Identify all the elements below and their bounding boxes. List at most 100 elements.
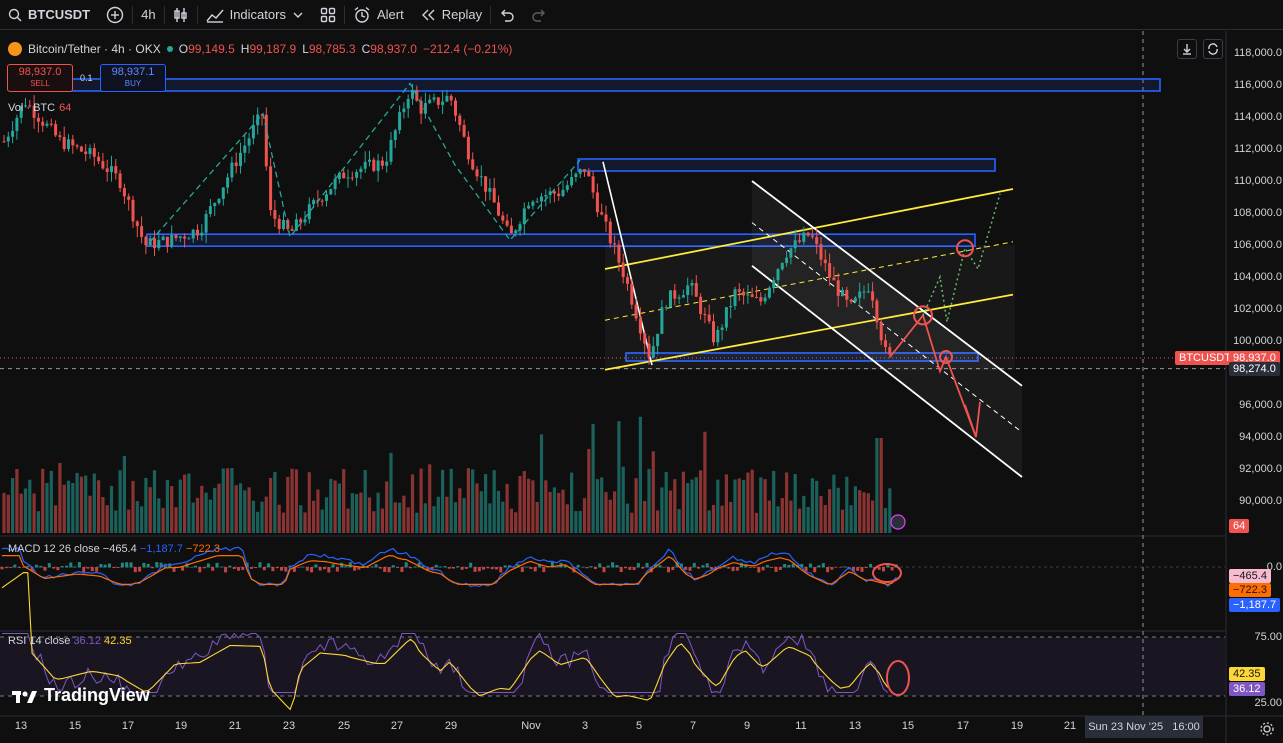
macd-histogram-bar: [770, 567, 774, 568]
candle-body: [694, 283, 698, 297]
descending-channel-lower: [751, 265, 1023, 478]
macd-histogram-bar: [90, 567, 94, 572]
candle-body: [131, 199, 135, 222]
candle-body: [557, 193, 561, 196]
candle-body: [853, 297, 857, 302]
candle-body: [772, 280, 776, 288]
volume-bar: [746, 472, 750, 533]
macd-histogram-bar: [667, 567, 670, 573]
candle-body: [419, 100, 423, 114]
candle-body: [49, 123, 53, 125]
volume-bar: [299, 505, 303, 533]
highlight-circle: [886, 660, 910, 696]
volume-bar: [307, 472, 311, 533]
undo-button[interactable]: [491, 0, 523, 30]
highlight-circle: [872, 563, 902, 583]
candle-body: [28, 105, 32, 107]
candle-body: [161, 236, 165, 241]
compare-symbol-button[interactable]: [98, 0, 132, 30]
chart-type-button[interactable]: [165, 0, 197, 30]
candle-body: [105, 168, 109, 173]
rsi-label: RSI 14 close: [8, 635, 71, 647]
volume-legend[interactable]: Vol · BTC 64: [8, 102, 71, 114]
replay-icon: [421, 9, 435, 20]
volume-bar: [673, 479, 677, 533]
candle-body: [828, 263, 832, 278]
volume-bar: [251, 500, 255, 533]
candle-body: [677, 297, 681, 299]
candle-body: [540, 196, 543, 202]
rsi-ma-line: [1, 572, 889, 711]
volume-bar: [238, 483, 243, 533]
candle-body: [746, 294, 750, 296]
candle-body: [428, 99, 432, 104]
macd-histogram-bar: [598, 563, 602, 568]
rsi-value: 36.12: [73, 635, 101, 647]
candle-body: [755, 296, 758, 298]
macd-legend[interactable]: MACD 12 26 close −465.4 −1,187.7 −722.3: [8, 543, 220, 555]
candle-body: [522, 208, 526, 225]
alert-icon: [354, 6, 370, 23]
indicators-button[interactable]: Indicators: [198, 0, 312, 30]
volume-bar: [630, 512, 634, 533]
volume-bar: [466, 468, 470, 533]
rsi-legend[interactable]: RSI 14 close 36.12 42.35: [8, 635, 132, 647]
macd-histogram-bar: [813, 567, 817, 573]
volume-bar: [625, 503, 630, 533]
volume-bar: [105, 505, 109, 533]
candle-body: [686, 285, 690, 296]
refresh-button[interactable]: [1203, 39, 1223, 59]
macd-histogram-bar: [495, 567, 498, 570]
rsi-pane: [0, 572, 1225, 711]
macd-histogram-bar: [310, 567, 314, 573]
volume-bar: [88, 495, 92, 533]
macd-histogram-bar: [464, 567, 468, 569]
alert-button[interactable]: Alert: [345, 0, 412, 30]
price-chart-canvas[interactable]: [0, 31, 1283, 743]
close-key: C: [361, 42, 371, 56]
volume-bar: [398, 502, 402, 533]
layouts-button[interactable]: [312, 0, 344, 30]
candle-body: [458, 115, 462, 125]
macd-histogram-bar: [555, 566, 559, 568]
buy-button[interactable]: 98,937.1 BUY: [100, 64, 166, 92]
macd-histogram-bar: [60, 566, 64, 568]
candle-icon: [173, 7, 187, 22]
volume-bar: [690, 479, 694, 533]
volume-bar: [217, 483, 221, 533]
volume-bar: [793, 473, 797, 533]
redo-button[interactable]: [523, 0, 555, 30]
replay-button[interactable]: Replay: [412, 0, 490, 30]
symbol-search-button[interactable]: BTCUSDT: [0, 0, 98, 30]
volume-bar: [355, 494, 359, 533]
volume-bar: [660, 487, 664, 533]
macd-histogram-bar: [254, 567, 258, 569]
volume-bar: [79, 476, 83, 533]
volume-bar: [36, 511, 40, 533]
time-tick: 19: [1010, 720, 1024, 732]
volume-bar: [286, 476, 290, 533]
macd-histogram-bar: [705, 563, 709, 568]
volume-bar: [183, 474, 187, 533]
candle-body: [548, 191, 552, 196]
sell-button[interactable]: 98,937.0 SELL: [7, 64, 73, 92]
macd-histogram-bar: [602, 567, 606, 573]
volume-bar: [582, 498, 587, 533]
volume-bar: [849, 505, 853, 533]
download-button[interactable]: [1177, 39, 1197, 59]
volume-bar: [587, 448, 591, 533]
candle-body: [660, 307, 664, 334]
volume-bar: [264, 496, 268, 533]
volume-bar: [883, 508, 888, 533]
candle-body: [707, 314, 711, 322]
volume-bar: [204, 492, 208, 533]
macd-histogram-bar: [314, 564, 318, 568]
settings-gear-icon[interactable]: [1260, 722, 1274, 736]
macd-histogram-bar: [533, 567, 537, 572]
macd-histogram-bar: [86, 567, 90, 569]
interval-button[interactable]: 4h: [133, 0, 163, 30]
candle-body: [664, 307, 668, 309]
macd-histogram-bar: [882, 567, 885, 572]
buy-label: BUY: [124, 79, 142, 88]
low-value: 98,785.3: [308, 42, 356, 56]
